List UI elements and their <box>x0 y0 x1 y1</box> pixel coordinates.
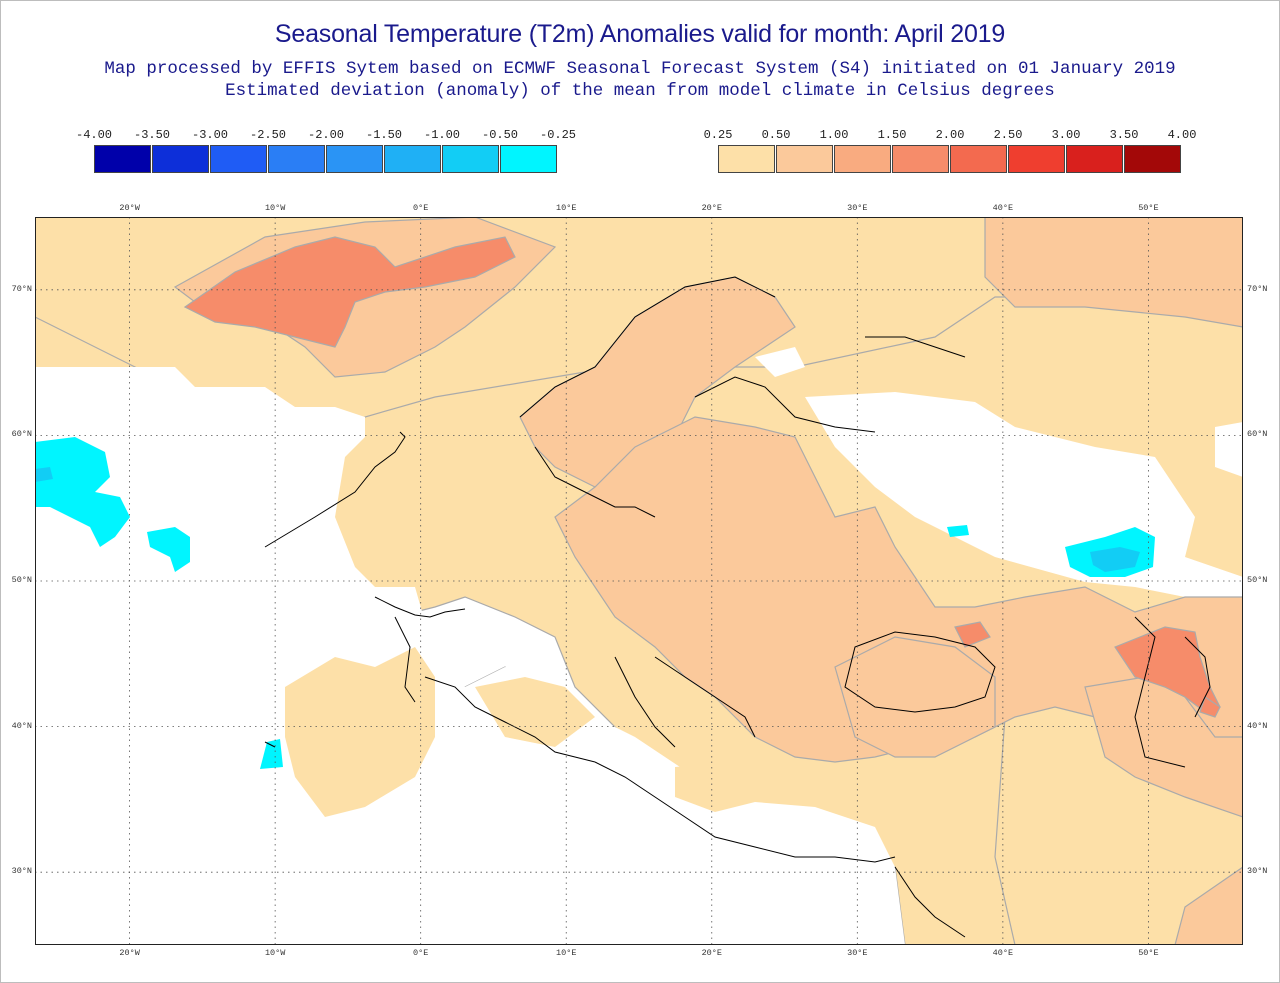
legend-positive-label: 1.50 <box>877 128 907 142</box>
subtitle-processing-info: Map processed by EFFIS Sytem based on EC… <box>104 59 1176 79</box>
legend-positive-label: 2.50 <box>993 128 1023 142</box>
graticule <box>35 217 1243 945</box>
longitude-tick-label: 0°E <box>413 948 429 958</box>
latitude-tick-label: 30°N <box>1247 866 1268 877</box>
latitude-tick-label: 50°N <box>1247 575 1268 585</box>
longitude-tick-label: 30°E <box>847 203 868 213</box>
legend-negative-swatch-1 <box>152 145 209 173</box>
legend-negative-swatch-7 <box>500 145 557 173</box>
legend-negative-swatch-4 <box>326 145 383 173</box>
anomaly-map <box>35 217 1243 945</box>
longitude-tick-label: 50°E <box>1138 948 1159 958</box>
legend-negative-label: -1.50 <box>365 128 403 142</box>
legend-positive-label: 1.00 <box>819 128 849 142</box>
latitude-tick-label: 60°N <box>11 429 32 440</box>
legend-negative-label: -3.50 <box>133 128 171 142</box>
legend-positive-label: 0.50 <box>761 128 791 142</box>
legend-negative-swatch-3 <box>268 145 325 173</box>
longitude-tick-label: 50°E <box>1138 203 1159 213</box>
legend-positive-swatch-1 <box>776 145 833 173</box>
longitude-tick-label: 20°E <box>701 203 722 213</box>
longitude-tick-label: 20°E <box>701 948 722 958</box>
longitude-tick-label: 10°E <box>556 203 577 213</box>
legend-positive-label: 3.00 <box>1051 128 1081 142</box>
latitude-tick-label: 40°N <box>1247 720 1268 731</box>
legend-negative-swatch-0 <box>94 145 151 173</box>
anomaly-zone-strong-warm <box>183 236 1221 718</box>
longitude-tick-label: 30°E <box>847 948 868 958</box>
legend-negative-scale <box>94 145 558 173</box>
longitude-tick-label: 10°W <box>264 948 286 958</box>
legend-positive-swatch-3 <box>892 145 949 173</box>
legend-negative-label: -0.50 <box>481 128 519 142</box>
map-border <box>35 217 1243 945</box>
longitude-tick-label: 40°E <box>992 948 1014 958</box>
legend-negative-label: -1.00 <box>423 128 461 142</box>
legend-negative-label: -3.00 <box>191 128 229 142</box>
legend-positive-swatch-7 <box>1124 145 1181 173</box>
legend-positive-swatch-4 <box>950 145 1007 173</box>
latitude-tick-label: 60°N <box>1247 429 1268 440</box>
longitude-tick-label: 10°E <box>556 948 577 958</box>
legend-positive-scale <box>718 145 1182 173</box>
legend-negative-label: -4.00 <box>75 128 113 142</box>
subtitle-units: Estimated deviation (anomaly) of the mea… <box>225 81 1055 101</box>
longitude-tick-label: 0°E <box>413 203 429 213</box>
longitude-tick-label: 10°W <box>264 203 286 213</box>
latitude-tick-label: 70°N <box>1247 283 1268 294</box>
longitude-tick-label: 40°E <box>992 203 1014 213</box>
latitude-tick-label: 50°N <box>11 575 32 585</box>
anomaly-zone-cold <box>35 437 1155 769</box>
legend-negative-swatch-2 <box>210 145 267 173</box>
latitude-tick-label: 30°N <box>11 866 32 877</box>
legend-negative-label: -2.50 <box>249 128 287 142</box>
legend-positive-swatch-6 <box>1066 145 1123 173</box>
page-title: Seasonal Temperature (T2m) Anomalies val… <box>274 20 1006 48</box>
legend-negative-swatch-5 <box>384 145 441 173</box>
latitude-tick-label: 40°N <box>11 720 32 731</box>
legend-positive-label: 4.00 <box>1167 128 1197 142</box>
legend-positive-label: 0.25 <box>703 128 733 142</box>
legend-positive-swatch-0 <box>718 145 775 173</box>
legend-positive-label: 2.00 <box>935 128 965 142</box>
legend-negative-label: -0.25 <box>539 128 577 142</box>
legend-positive-swatch-5 <box>1008 145 1065 173</box>
legend-negative-label: -2.00 <box>307 128 345 142</box>
longitude-tick-label: 20°W <box>119 203 140 213</box>
legend-positive-label: 3.50 <box>1109 128 1139 142</box>
legend-positive-swatch-2 <box>834 145 891 173</box>
latitude-tick-label: 70°N <box>11 283 32 294</box>
coastlines <box>264 276 1211 938</box>
longitude-tick-label: 20°W <box>119 948 140 958</box>
legend-negative-swatch-6 <box>442 145 499 173</box>
